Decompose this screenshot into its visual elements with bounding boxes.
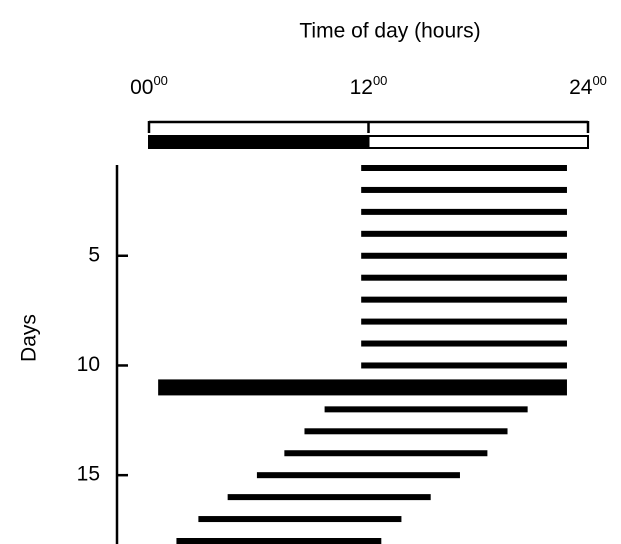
x-tick-label: 2400 (569, 73, 607, 98)
activity-bar (361, 318, 567, 325)
chart-title: Time of day (hours) (299, 20, 480, 43)
y-axis-label: Days (18, 314, 41, 362)
activity-bar (361, 208, 567, 215)
lighting-segment (367, 135, 589, 149)
x-tick-label: 0000 (130, 73, 168, 98)
activity-bar (284, 450, 488, 457)
activity-bar (361, 165, 567, 171)
y-tick-label: 5 (88, 243, 100, 266)
lighting-segment (148, 135, 370, 149)
activity-bar (361, 274, 567, 281)
activity-bar (176, 538, 382, 544)
x-tick-label-main: 24 (569, 76, 593, 99)
y-tick-label: 15 (77, 463, 100, 486)
activity-bar (361, 362, 567, 369)
activity-bar (256, 472, 460, 479)
activity-bar (361, 252, 567, 259)
x-tick-label-main: 00 (130, 76, 153, 99)
x-tick-label-sup: 00 (373, 73, 387, 88)
y-tick-label: 10 (77, 353, 100, 376)
activity-bar (361, 340, 567, 347)
x-tick-label-sup: 00 (592, 73, 606, 88)
activity-bar (324, 406, 528, 413)
activity-bar (198, 516, 402, 523)
activity-bar (361, 230, 567, 237)
activity-bar (304, 428, 508, 435)
x-tick-label: 1200 (350, 73, 388, 98)
activity-bar (361, 186, 567, 193)
x-tick-label-sup: 00 (153, 73, 167, 88)
activity-bar (361, 296, 567, 303)
activity-bar (158, 379, 567, 396)
activity-bar (227, 494, 431, 501)
x-tick-label-main: 12 (350, 76, 373, 99)
